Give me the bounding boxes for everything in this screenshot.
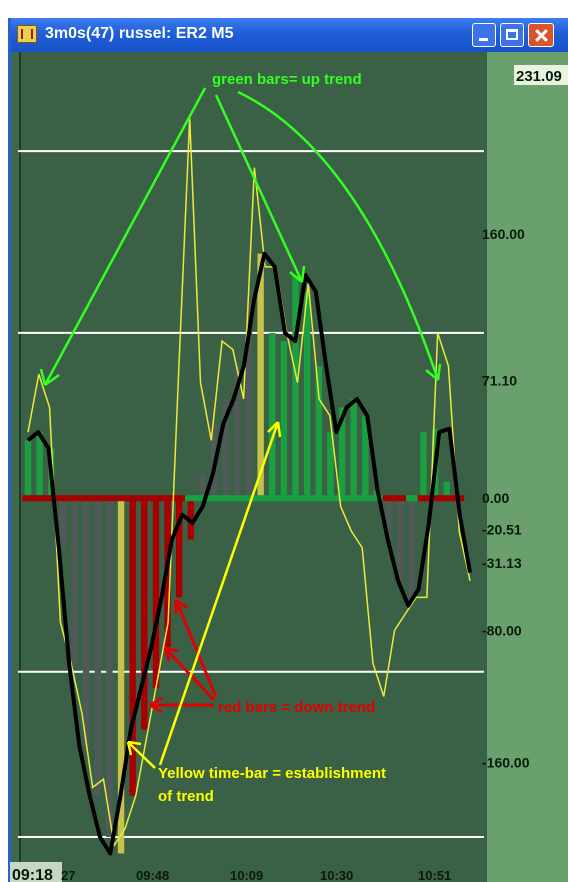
histogram-bar[interactable] <box>303 291 311 499</box>
yellow-arrowhead-2 <box>267 421 282 438</box>
x-tick-label: 10:51 <box>418 868 451 882</box>
histogram-bar[interactable] <box>292 275 299 499</box>
green-arrowhead-right <box>425 363 442 381</box>
y-tick-label: -80.00 <box>482 622 522 638</box>
histogram-bar[interactable] <box>350 399 357 499</box>
green-arrow-right <box>237 90 440 381</box>
signal-line[interactable] <box>27 118 471 848</box>
yellow-arrow-1 <box>127 741 156 769</box>
annotation-yellow-label: Yellow time-bar = establishment <box>158 765 386 782</box>
annotation-green-label: green bars= up trend <box>212 71 362 88</box>
red-arrow-2 <box>163 646 216 702</box>
green-arrowhead-middle <box>289 265 306 283</box>
red-arrowhead-3 <box>174 598 188 614</box>
chart-window: 3m0s(47) russel: ER2 M5 <box>8 18 568 882</box>
histogram-bar[interactable] <box>59 498 67 548</box>
histogram-bar[interactable] <box>257 253 264 499</box>
histogram-bar[interactable] <box>117 498 125 854</box>
histogram-bar[interactable] <box>176 498 183 598</box>
zero-line-segment <box>382 495 407 502</box>
y-tick-label: 71.10 <box>482 373 517 389</box>
histogram-bar[interactable] <box>315 365 322 499</box>
histogram-bar[interactable] <box>187 498 195 540</box>
histogram-bar[interactable] <box>141 498 148 730</box>
yellow-arrow-2 <box>158 421 280 766</box>
maximize-button[interactable] <box>500 23 524 47</box>
last-price-box <box>514 65 568 85</box>
x-tick-label: 10:09 <box>230 868 263 882</box>
green-arrowhead-left <box>39 368 60 387</box>
price-axis[interactable] <box>487 52 568 882</box>
red-arrowhead-1 <box>149 696 163 714</box>
histogram-bar[interactable] <box>234 365 241 499</box>
histogram-bar[interactable] <box>408 498 416 606</box>
value-label: -31.13 <box>482 555 522 571</box>
histogram-bar[interactable] <box>106 498 113 837</box>
title-bar[interactable]: 3m0s(47) russel: ER2 M5 <box>11 18 568 52</box>
zero-line-segment <box>406 495 418 502</box>
last-price-label: 231.09 <box>516 68 562 85</box>
zero-line-segment <box>185 495 383 502</box>
histogram-bar[interactable] <box>385 498 392 540</box>
annotation-red-label: red bars = down trend <box>218 699 375 716</box>
zero-line-segment <box>417 495 465 502</box>
histogram-bar[interactable] <box>327 432 334 499</box>
red-arrow-3 <box>174 599 218 698</box>
red-arrowhead-2 <box>163 646 179 662</box>
chart-app-icon[interactable] <box>17 25 37 43</box>
histogram-bar[interactable] <box>338 407 346 499</box>
histogram-bar[interactable] <box>397 498 404 581</box>
oscillator-line[interactable] <box>26 251 472 856</box>
histogram-bar[interactable] <box>362 415 369 499</box>
green-arrow-left <box>43 87 207 386</box>
histogram-bar[interactable] <box>129 498 136 796</box>
histogram-bar[interactable] <box>82 498 90 747</box>
histogram-bar[interactable] <box>36 432 43 499</box>
histogram-bar[interactable] <box>94 498 101 796</box>
histogram-bar[interactable] <box>152 498 160 689</box>
histogram-bar[interactable] <box>420 432 427 499</box>
minimize-button[interactable] <box>472 23 496 47</box>
value-label: -20.51 <box>482 522 522 538</box>
green-arrow-middle <box>214 94 304 283</box>
histogram-bar[interactable] <box>280 341 288 499</box>
histogram-bar[interactable] <box>199 473 206 499</box>
annotation-yellow-label-2: of trend <box>158 788 214 805</box>
x-tick-label: 09:48 <box>136 868 169 882</box>
x-tick-label: 27 <box>61 868 75 882</box>
histogram-bar[interactable] <box>71 498 78 664</box>
zero-line-segment <box>22 495 186 502</box>
y-tick-label: 160.00 <box>482 226 525 242</box>
x-tick-label: 09:18 <box>12 867 53 882</box>
yellow-arrowhead-1 <box>126 740 142 756</box>
y-tick-label: 0.00 <box>482 490 509 506</box>
close-button[interactable] <box>528 23 554 47</box>
histogram-bar[interactable] <box>222 399 229 499</box>
x-tick-label: 10:30 <box>320 868 353 882</box>
histogram-bar[interactable] <box>269 332 276 499</box>
histogram-bar[interactable] <box>24 440 32 499</box>
histogram-bar[interactable] <box>443 481 450 499</box>
x-start-box <box>10 862 62 882</box>
y-tick-label: -160.00 <box>482 755 530 771</box>
histogram-bar[interactable] <box>245 299 253 499</box>
window-title: 3m0s(47) russel: ER2 M5 <box>45 25 234 42</box>
